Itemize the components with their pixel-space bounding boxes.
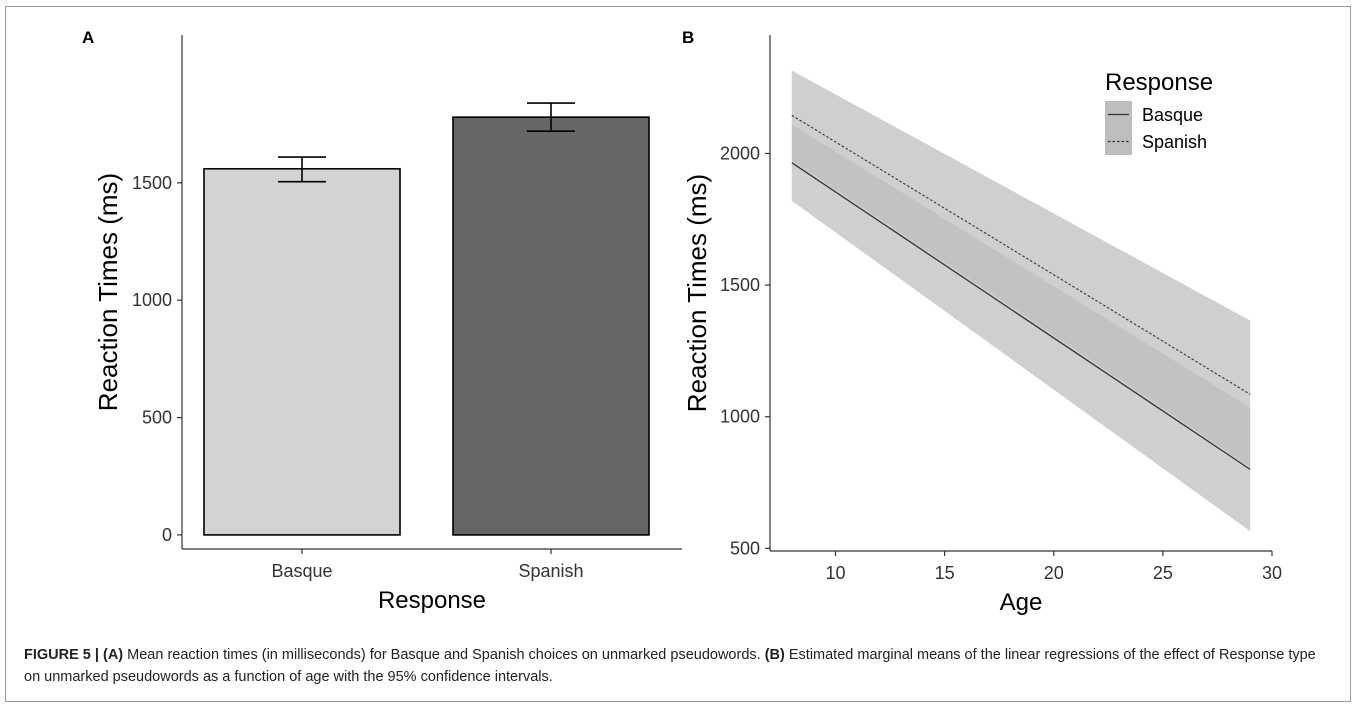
- x-tick-label: 30: [1262, 563, 1282, 583]
- y-tick-label: 1500: [132, 173, 172, 193]
- confidence-band-spanish: [791, 70, 1251, 467]
- x-tick-label: 15: [935, 563, 955, 583]
- figure-frame: [5, 6, 1351, 702]
- x-axis-title: Age: [1000, 589, 1043, 616]
- caption-b-text: Estimated marginal means of the linear r…: [24, 647, 1316, 685]
- y-tick-label: 500: [142, 408, 172, 428]
- y-tick-label: 1500: [720, 275, 760, 295]
- x-tick-label: 10: [825, 563, 845, 583]
- legend-label-spanish: Spanish: [1142, 132, 1207, 152]
- legend-title: Response: [1105, 69, 1213, 96]
- chart-svg: A Basque Spanish 0 500 1000 1500 Response Reacti…: [82, 28, 1282, 616]
- y-axis-title: Reaction Times (ms): [682, 174, 712, 412]
- y-tick-label: 500: [730, 538, 760, 558]
- caption-figure-label: FIGURE 5 |: [24, 647, 103, 663]
- y-tick-label: 0: [162, 525, 172, 545]
- caption-b-label: (B): [764, 647, 785, 663]
- y-tick-label: 1000: [132, 290, 172, 310]
- panel-b-label: B: [682, 28, 694, 47]
- y-tick-label: 2000: [720, 143, 760, 163]
- x-tick-label: Spanish: [518, 561, 583, 581]
- caption-a-label: (A): [103, 647, 124, 663]
- x-tick-label: 25: [1153, 563, 1173, 583]
- caption-a-text: Mean reaction times (in milliseconds) fo…: [123, 647, 765, 663]
- x-axis-title: Response: [378, 587, 486, 614]
- x-tick-label: Basque: [271, 561, 332, 581]
- regression-line-basque: [791, 162, 1251, 470]
- x-tick-label: 20: [1044, 563, 1064, 583]
- bar-spanish: [452, 116, 650, 536]
- y-axis-title: Reaction Times (ms): [93, 173, 123, 411]
- y-tick-label: 1000: [720, 407, 760, 427]
- regression-line-spanish: [791, 114, 1251, 395]
- figure-caption: FIGURE 5 | (A) Mean reaction times (in m…: [24, 644, 1334, 688]
- bar-basque: [203, 167, 401, 536]
- legend-label-basque: Basque: [1142, 105, 1203, 125]
- panel-a-label: A: [82, 28, 94, 47]
